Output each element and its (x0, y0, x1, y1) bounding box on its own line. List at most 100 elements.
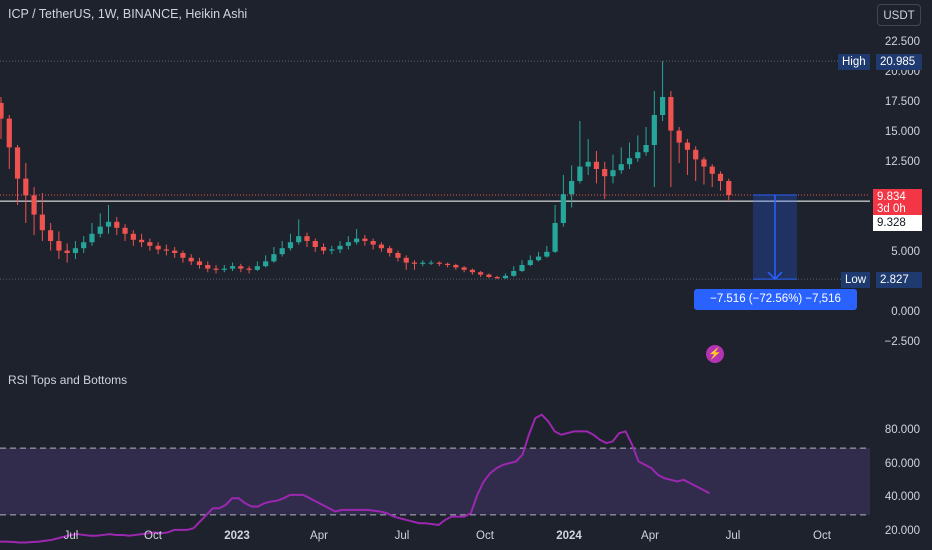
time-tick: Oct (813, 530, 831, 542)
rsi-indicator-title[interactable]: RSI Tops and Bottoms (8, 373, 128, 387)
candle (213, 268, 219, 270)
time-tick: Jul (63, 530, 79, 542)
currency-button[interactable]: USDT (877, 4, 921, 26)
candle (48, 230, 54, 241)
candle (238, 266, 244, 269)
candle (0, 103, 4, 119)
rsi-band (0, 447, 870, 516)
rsi-tick: 60.000 (884, 457, 920, 470)
candle (279, 248, 285, 255)
candle (469, 269, 475, 273)
candle (676, 130, 682, 143)
candle (89, 233, 95, 243)
candle (254, 266, 260, 270)
candle (651, 115, 657, 145)
high-value-badge: 20.985 (876, 54, 922, 70)
candle (72, 248, 79, 253)
time-tick: Apr (641, 530, 659, 542)
measure-tool[interactable] (753, 194, 797, 281)
symbol-title[interactable]: ICP / TetherUS, 1W, BINANCE, Heikin Ashi (8, 7, 248, 21)
time-tick: 2023 (224, 530, 250, 542)
candle (618, 164, 624, 171)
rsi-tick: 20.000 (884, 524, 920, 537)
candle (668, 97, 674, 131)
candle (717, 173, 724, 181)
candle (577, 166, 583, 181)
candle (478, 272, 484, 275)
candle (6, 118, 12, 148)
rsi-tick: 40.000 (884, 491, 920, 504)
candle (585, 161, 591, 167)
candle (527, 260, 533, 265)
low-value-badge: 2.827 (876, 272, 922, 288)
candle (229, 266, 236, 269)
candle (378, 244, 385, 249)
candle (271, 254, 277, 262)
time-tick: Apr (310, 530, 328, 542)
time-tick: Jul (725, 530, 741, 542)
candle (502, 275, 509, 279)
candle (403, 257, 409, 263)
price-tick: 17.500 (884, 96, 920, 108)
candle (387, 248, 393, 253)
candle (395, 253, 401, 258)
price-tick: 22.500 (884, 36, 920, 48)
candle (221, 268, 227, 270)
candle (81, 242, 87, 249)
candle (23, 178, 29, 196)
rsi-line (0, 413, 710, 544)
measure-label[interactable]: −7.516 (−72.56%) −7,516 (694, 289, 857, 310)
candle (602, 169, 608, 177)
candle (428, 262, 434, 264)
candle (56, 241, 62, 251)
candle (701, 159, 707, 167)
candle (635, 152, 641, 159)
candle (684, 142, 691, 150)
candle (453, 265, 459, 268)
lightning-icon[interactable]: ⚡ (706, 345, 724, 363)
candle (296, 236, 302, 243)
candle (362, 238, 368, 241)
measure-arrowhead (767, 271, 783, 281)
candle (436, 262, 442, 264)
candle (337, 245, 343, 250)
candle (287, 242, 294, 249)
countdown-badge: 3d 0h (873, 201, 922, 217)
price-levels (0, 60, 870, 280)
candle (726, 181, 732, 195)
candle (163, 249, 169, 251)
rsi-tick: 80.000 (884, 424, 920, 437)
candle (320, 247, 327, 251)
candle (535, 256, 542, 261)
candle (172, 250, 178, 253)
candle (205, 265, 211, 269)
candle (610, 170, 616, 177)
rsi-band-fill (0, 448, 870, 515)
candle (511, 271, 517, 276)
candle (552, 223, 558, 252)
candle (519, 265, 525, 271)
candle (31, 195, 37, 215)
price-tick: 15.000 (884, 126, 920, 138)
candle (105, 221, 112, 227)
candle (494, 277, 500, 279)
candle (97, 226, 103, 234)
candle (304, 236, 310, 241)
candle (486, 274, 492, 277)
candle (114, 221, 120, 228)
candle (188, 257, 194, 262)
price-tick: 12.500 (884, 156, 920, 168)
candle (643, 145, 649, 153)
candle (569, 181, 575, 195)
candle (122, 227, 128, 234)
candle (130, 233, 136, 240)
low-text-badge: Low (841, 272, 871, 288)
candle (39, 214, 45, 231)
candle (411, 262, 418, 264)
candle (196, 261, 203, 265)
candle (560, 194, 566, 223)
candle (693, 149, 699, 160)
candle (138, 239, 145, 243)
candle (626, 158, 633, 165)
